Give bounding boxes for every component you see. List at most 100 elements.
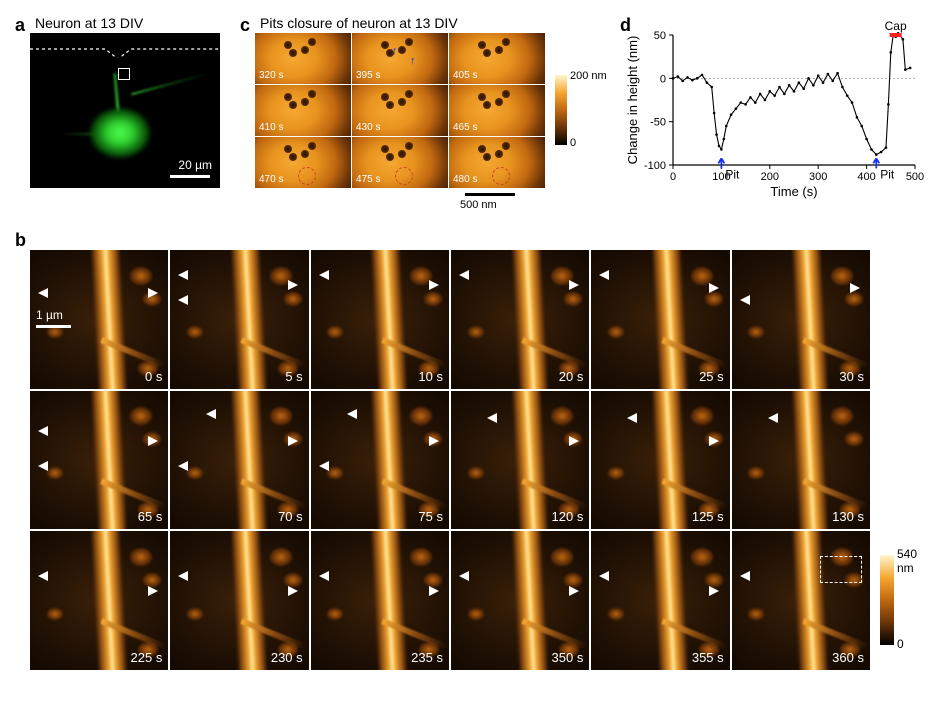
- panel-c-title: Pits closure of neuron at 13 DIV: [260, 15, 458, 31]
- panel-b-frame: 130 s: [732, 391, 870, 530]
- feature-arrow-icon: [569, 586, 579, 596]
- frame-time: 480 s: [453, 174, 477, 185]
- frame-time: 30 s: [839, 369, 864, 384]
- panel-a-title: Neuron at 13 DIV: [35, 15, 143, 31]
- panel-c-frame: 410 s: [255, 85, 351, 136]
- feature-arrow-icon: [627, 413, 637, 423]
- panel-c-frame: 320 s: [255, 33, 351, 84]
- feature-arrow-icon: [569, 436, 579, 446]
- panel-b-frame: 230 s: [170, 531, 308, 670]
- frame-time: 75 s: [418, 509, 443, 524]
- panel-b-frame: 70 s: [170, 391, 308, 530]
- cap-circle: [395, 167, 413, 185]
- feature-arrow-icon: [38, 571, 48, 581]
- svg-text:200: 200: [761, 171, 779, 183]
- feature-arrow-icon: [148, 436, 158, 446]
- feature-arrow-icon: [599, 571, 609, 581]
- frame-time: 360 s: [832, 650, 864, 665]
- scalebar: [36, 325, 71, 328]
- frame-time: 465 s: [453, 122, 477, 133]
- frame-time: 10 s: [418, 369, 443, 384]
- feature-arrow-icon: [288, 436, 298, 446]
- feature-arrow-icon: [319, 461, 329, 471]
- feature-arrow-icon: [429, 436, 439, 446]
- feature-arrow-icon: [288, 586, 298, 596]
- panel-c-grid: 320 s ↑↑395 s 405 s 410 s 430 s 465 s 470 s 475…: [255, 33, 545, 188]
- panel-b-grid: 1 µm0 s5 s10 s20 s25 s30 s65 s70 s75 s12…: [30, 250, 870, 670]
- feature-arrow-icon: [459, 571, 469, 581]
- frame-time: 405 s: [453, 70, 477, 81]
- feature-arrow-icon: [178, 571, 188, 581]
- panel-c-colorbar: [555, 75, 567, 145]
- frame-time: 355 s: [692, 650, 724, 665]
- panel-b-label: b: [15, 230, 26, 251]
- svg-text:300: 300: [809, 171, 827, 183]
- feature-arrow-icon: [206, 409, 216, 419]
- feature-arrow-icon: [347, 409, 357, 419]
- svg-text:-100: -100: [644, 160, 666, 172]
- panel-d-chart: 0100200300400500-100-50050CapPitPitTime …: [625, 20, 925, 200]
- panel-c-frame: 405 s: [449, 33, 545, 84]
- svg-text:50: 50: [654, 30, 666, 42]
- frame-time: 475 s: [356, 174, 380, 185]
- panel-c-label: c: [240, 15, 250, 36]
- feature-arrow-icon: [38, 461, 48, 471]
- feature-arrow-icon: [148, 586, 158, 596]
- svg-text:400: 400: [857, 171, 875, 183]
- svg-text:Pit: Pit: [725, 167, 740, 181]
- frame-time: 320 s: [259, 70, 283, 81]
- cap-circle: [298, 167, 316, 185]
- feature-arrow-icon: [178, 270, 188, 280]
- panel-c-scalebar-label: 500 nm: [460, 199, 497, 211]
- cantilever-outline: [30, 43, 220, 58]
- panel-c-frame: 470 s: [255, 137, 351, 188]
- frame-time: 470 s: [259, 174, 283, 185]
- panel-c-frame: 475 s: [352, 137, 448, 188]
- panel-b-frame: 355 s: [591, 531, 729, 670]
- frame-time: 130 s: [832, 509, 864, 524]
- feature-arrow-icon: [178, 461, 188, 471]
- panel-b-frame: 360 s: [732, 531, 870, 670]
- feature-arrow-icon: [319, 571, 329, 581]
- frame-time: 350 s: [552, 650, 584, 665]
- feature-arrow-icon: [319, 270, 329, 280]
- panel-b-frame: 20 s: [451, 250, 589, 389]
- panel-b-frame: 65 s: [30, 391, 168, 530]
- frame-time: 225 s: [131, 650, 163, 665]
- svg-text:Cap: Cap: [885, 20, 907, 33]
- neuron-soma: [90, 108, 150, 158]
- feature-arrow-icon: [850, 283, 860, 293]
- feature-arrow-icon: [429, 280, 439, 290]
- panel-c-frame: ↑↑395 s: [352, 33, 448, 84]
- panel-b-frame: 75 s: [311, 391, 449, 530]
- svg-text:-50: -50: [650, 117, 666, 129]
- panel-a-label: a: [15, 15, 25, 36]
- panel-b-frame: 25 s: [591, 250, 729, 389]
- frame-time: 25 s: [699, 369, 724, 384]
- panel-b-frame: 225 s: [30, 531, 168, 670]
- panel-c-frame: 430 s: [352, 85, 448, 136]
- feature-arrow-icon: [148, 288, 158, 298]
- panel-b-frame: 350 s: [451, 531, 589, 670]
- panel-c-frame: 480 s: [449, 137, 545, 188]
- feature-arrow-icon: [569, 280, 579, 290]
- scalebar-label: 1 µm: [36, 308, 63, 322]
- roi-box: [118, 68, 130, 80]
- colorbar-min: 0: [570, 137, 576, 149]
- frame-time: 395 s: [356, 70, 380, 81]
- frame-time: 65 s: [138, 509, 163, 524]
- feature-arrow-icon: [178, 295, 188, 305]
- panel-b-frame: 125 s: [591, 391, 729, 530]
- feature-arrow-icon: [459, 270, 469, 280]
- scalebar-label: 20 µm: [178, 158, 212, 172]
- frame-time: 230 s: [271, 650, 303, 665]
- feature-arrow-icon: [38, 426, 48, 436]
- frame-time: 70 s: [278, 509, 303, 524]
- figure-root: a Neuron at 13 DIV 20 µm c Pits closure …: [15, 15, 931, 692]
- frame-time: 410 s: [259, 122, 283, 133]
- feature-arrow-icon: [487, 413, 497, 423]
- frame-time: 430 s: [356, 122, 380, 133]
- svg-text:Change in height (nm): Change in height (nm): [625, 36, 640, 165]
- panel-b-frame: 10 s: [311, 250, 449, 389]
- svg-text:0: 0: [660, 73, 666, 85]
